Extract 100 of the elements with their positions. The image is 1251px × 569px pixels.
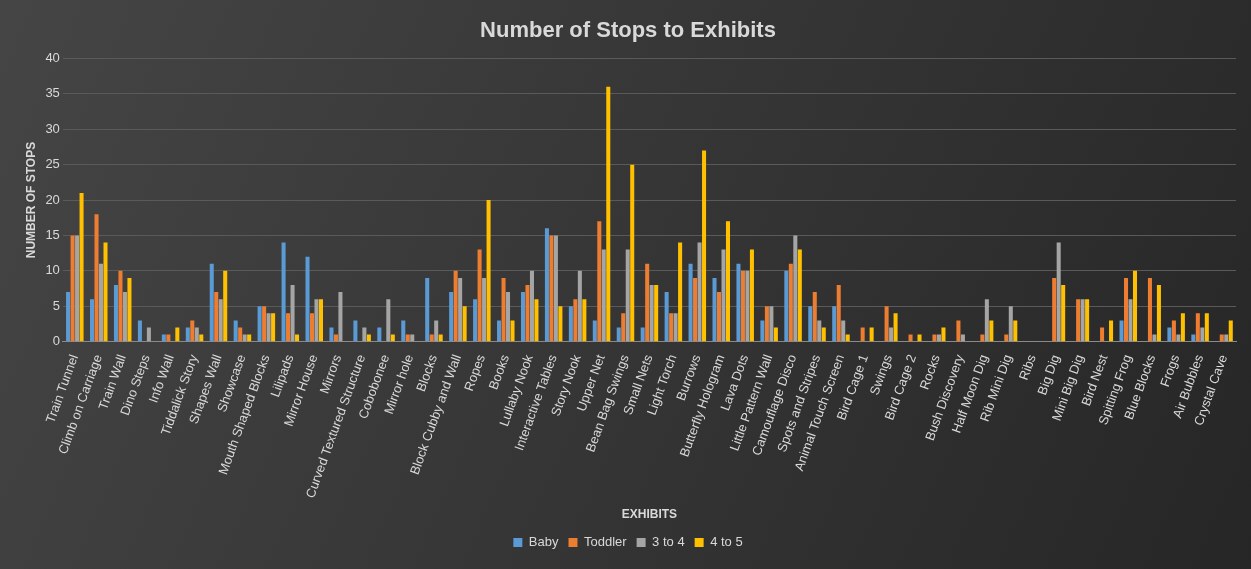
bar <box>1109 320 1114 342</box>
bar <box>654 285 659 342</box>
x-tick-label: Ropes <box>461 352 489 393</box>
bar <box>449 292 454 342</box>
bar <box>597 221 602 342</box>
bar <box>257 306 262 342</box>
bar <box>218 299 223 342</box>
bar <box>214 292 219 342</box>
x-axis-title: EXHIBITS <box>621 507 678 522</box>
bar <box>544 228 549 342</box>
bar <box>832 306 837 342</box>
bar <box>702 150 707 342</box>
bar <box>989 320 994 342</box>
bar <box>1200 327 1205 342</box>
bar <box>1061 285 1066 342</box>
bar <box>329 327 334 342</box>
bar <box>764 306 769 342</box>
bar <box>1124 277 1129 342</box>
y-tick-label: 30 <box>45 120 60 136</box>
bar <box>956 320 961 342</box>
bar <box>482 277 487 342</box>
bar <box>577 270 582 342</box>
bar <box>1180 313 1185 342</box>
bar <box>568 306 573 342</box>
bar <box>601 249 606 342</box>
bar <box>401 320 406 342</box>
bar <box>510 320 515 342</box>
bar <box>118 270 123 342</box>
bar <box>209 263 214 342</box>
bar <box>884 306 889 342</box>
bar <box>941 327 946 342</box>
bar <box>697 242 702 342</box>
bar <box>716 292 722 342</box>
bar <box>1100 327 1105 342</box>
bar <box>721 249 726 342</box>
bar <box>1056 242 1061 342</box>
bar <box>1195 313 1200 342</box>
bar <box>127 277 132 342</box>
bar <box>146 327 151 342</box>
bar <box>1228 320 1233 342</box>
bar <box>266 313 271 342</box>
bar <box>640 327 645 342</box>
bar <box>506 292 511 342</box>
bar <box>305 256 310 342</box>
x-tick-label: Frogs <box>1156 352 1183 389</box>
bar <box>233 320 238 342</box>
bar <box>1167 327 1172 342</box>
bar <box>70 235 75 342</box>
bar <box>549 235 554 342</box>
legend-label: Baby <box>528 534 559 550</box>
bar <box>223 270 228 342</box>
bar <box>693 277 698 342</box>
bar <box>497 320 502 342</box>
bar <box>664 292 669 342</box>
bar <box>592 320 597 342</box>
bar <box>621 313 626 342</box>
bar <box>238 327 243 342</box>
bar <box>797 249 802 342</box>
bar <box>122 292 127 342</box>
bar <box>501 277 506 342</box>
bar <box>103 242 108 342</box>
bar <box>1076 299 1081 342</box>
bar <box>645 263 650 342</box>
bar <box>817 320 822 342</box>
bar <box>749 249 754 342</box>
y-tick-label: 5 <box>52 297 60 313</box>
bar <box>318 299 323 342</box>
bar <box>520 292 526 342</box>
bar <box>630 164 635 342</box>
bar <box>1128 299 1133 342</box>
bar <box>309 313 315 342</box>
chart-title: Number of Stops to Exhibits <box>480 17 776 43</box>
bar <box>984 299 989 342</box>
legend-label: 3 to 4 <box>652 534 685 550</box>
bar <box>290 285 295 342</box>
bar <box>712 277 717 342</box>
legend-label: 4 to 5 <box>710 534 743 550</box>
y-tick-label: 0 <box>52 333 60 349</box>
bar <box>1204 313 1209 342</box>
y-tick-label: 35 <box>45 85 60 101</box>
bar <box>79 192 84 342</box>
bar <box>362 327 367 342</box>
bar <box>760 320 765 342</box>
bar <box>66 292 71 342</box>
bar <box>769 306 774 342</box>
bar <box>784 270 789 342</box>
bar <box>1052 277 1057 342</box>
bar <box>137 320 142 342</box>
bar <box>99 263 104 342</box>
bar <box>773 327 778 342</box>
bar <box>190 320 195 342</box>
y-tick-label: 10 <box>45 262 60 278</box>
bar <box>281 242 286 342</box>
bar <box>606 86 611 342</box>
bar <box>271 313 276 342</box>
y-tick-label: 40 <box>45 49 60 65</box>
bar <box>573 299 578 342</box>
bar <box>113 285 118 342</box>
bar <box>793 235 798 342</box>
bar <box>94 214 99 342</box>
